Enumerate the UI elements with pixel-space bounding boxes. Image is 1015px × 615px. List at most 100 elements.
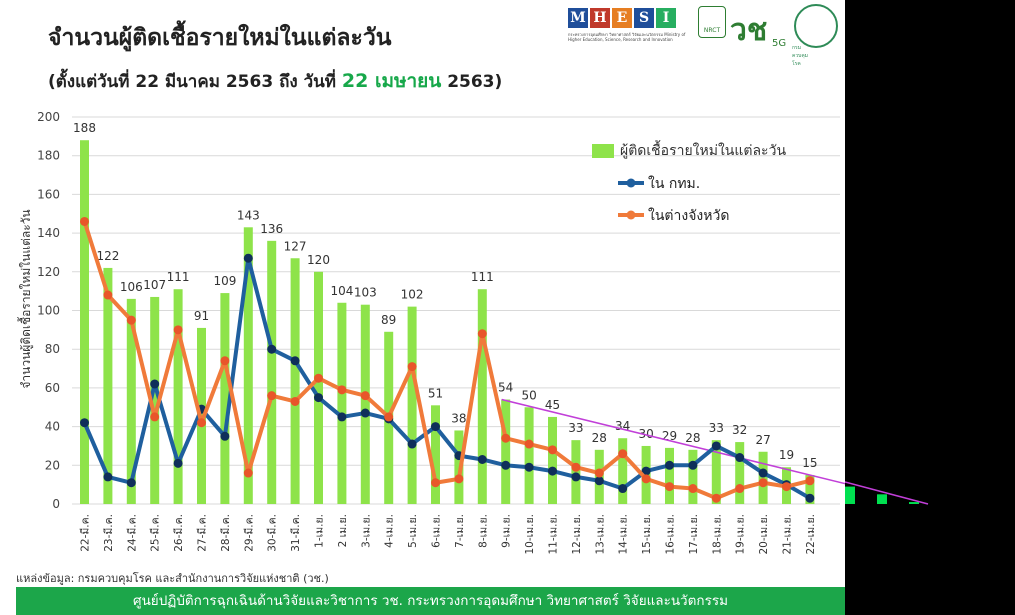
bar-data-label: 120: [307, 253, 330, 267]
line-point: [641, 466, 651, 476]
line-point: [665, 482, 674, 492]
bar-data-label: 28: [685, 431, 700, 445]
trendline-segment: [501, 398, 845, 485]
x-tick-label: 22-เม.ย.: [805, 514, 817, 555]
bar: [431, 405, 440, 504]
line-point: [267, 391, 277, 401]
bar-data-label: 32: [732, 423, 747, 437]
subtitle-post: 2563): [441, 72, 503, 92]
x-tick-label: 19-เม.ย.: [735, 514, 747, 555]
y-tick-label: 80: [45, 342, 60, 356]
bar-data-label: 143: [237, 208, 260, 222]
line-point: [103, 290, 113, 300]
bar-data-label: 122: [96, 249, 119, 263]
line-point: [360, 408, 370, 418]
x-tick-label: 29-มี.ค.: [242, 514, 255, 552]
nrct-logo-label: NRCT: [703, 27, 721, 34]
bar: [80, 140, 89, 504]
x-tick-label: 16-เม.ย.: [665, 514, 677, 555]
line-point: [618, 449, 628, 459]
fiveg-text: 5G: [772, 38, 786, 49]
line-point: [454, 474, 464, 484]
offscreen-bar: [845, 486, 855, 504]
line-point: [477, 329, 487, 339]
bar-data-label: 50: [521, 388, 536, 402]
line-point: [150, 379, 160, 389]
bar: [267, 240, 277, 504]
data-source-note: แหล่งข้อมูล: กรมควบคุมโรค และสำนักงานการ…: [16, 572, 329, 585]
line-point: [758, 468, 768, 478]
line-point: [243, 253, 253, 263]
line-point: [548, 466, 557, 476]
line-point: [688, 460, 698, 470]
bar-data-label: 33: [709, 421, 724, 435]
bar: [173, 289, 183, 504]
x-tick-label: 14-เม.ย.: [618, 514, 630, 555]
bar: [407, 306, 417, 504]
mhesi-letter: H: [590, 8, 610, 28]
y-tick-label: 120: [37, 265, 60, 279]
x-tick-label: 9-เม.ย.: [501, 514, 513, 548]
x-tick-label: 6-เม.ย.: [431, 514, 443, 548]
bar: [360, 304, 370, 504]
y-tick-label: 180: [37, 149, 60, 163]
bar-data-label: 104: [330, 284, 353, 298]
line-point: [126, 315, 136, 325]
ddc-seal-logo: [794, 4, 838, 48]
line-point: [618, 484, 628, 494]
line-point: [243, 468, 253, 478]
line-point: [594, 476, 604, 486]
x-tick-labels: 22-มี.ค. 23-มี.ค. 24-มี.ค. 25-มี.ค. 26-มี.ค.…: [79, 514, 817, 555]
line-point: [290, 396, 300, 406]
bar-data-label: 51: [428, 386, 443, 400]
x-tick-label: 30-มี.ค.: [266, 514, 279, 552]
bar-data-label: 45: [545, 398, 560, 412]
legend-label: ผู้ติดเชื้อรายใหม่ในแต่ละวัน: [620, 140, 786, 159]
line-point: [735, 484, 745, 494]
x-tick-label: 20-เม.ย.: [758, 514, 770, 555]
subtitle-highlight-date: 22 เมษายน: [341, 70, 442, 92]
x-tick-label: 2 เม.ย.: [337, 514, 349, 547]
bar: [314, 271, 323, 504]
vor-logo-text: วช: [730, 13, 767, 48]
line-series: [80, 216, 815, 503]
line-point: [805, 493, 815, 503]
chart-canvas: 0 20 40 60 80 100 120 140 160 180 200 จำนวนผู้ติดเ…: [17, 110, 845, 555]
line-point: [594, 468, 604, 478]
bar: [501, 399, 511, 504]
chart-title: จำนวนผู้ติดเชื้อรายใหม่ในแต่ละวัน: [48, 25, 392, 51]
bar: [126, 298, 136, 504]
line-point: [314, 373, 323, 383]
line-point: [548, 445, 557, 455]
line-point: [314, 393, 323, 403]
bar: [665, 447, 674, 504]
line-point: [80, 216, 89, 226]
bar-data-label: 106: [120, 280, 143, 294]
line-point: [431, 422, 440, 432]
bar-data-label: 109: [213, 274, 236, 288]
offscreen-bars: [845, 481, 929, 505]
y-tick-label: 40: [45, 420, 60, 434]
legend-label: ในต่างจังหวัด: [648, 207, 729, 224]
line-point: [80, 418, 89, 428]
bar: [711, 440, 721, 504]
line-point: [782, 482, 791, 492]
line-point: [150, 412, 160, 422]
x-tick-label: 23-มี.ค.: [102, 514, 115, 552]
y-tick-label: 200: [37, 110, 60, 124]
x-tick-label: 1-เม.ย.: [314, 514, 326, 548]
line-point: [571, 472, 581, 482]
right-black-bar: [845, 0, 1015, 615]
x-tick-label: 12-เม.ย.: [571, 514, 583, 555]
y-tick-label: 160: [37, 187, 60, 201]
bar-data-label: 27: [755, 433, 770, 447]
slide: จำนวนผู้ติดเชื้อรายใหม่ในแต่ละวัน (ตั้งแ…: [0, 0, 845, 615]
nrct-logo: NRCT: [698, 6, 726, 38]
line-point: [407, 439, 417, 449]
line-point: [805, 476, 815, 486]
mhesi-letter: I: [656, 8, 676, 28]
line-point: [126, 478, 136, 488]
line-point: [688, 484, 698, 494]
bar-data-label: 111: [471, 270, 494, 284]
bar: [477, 289, 487, 504]
